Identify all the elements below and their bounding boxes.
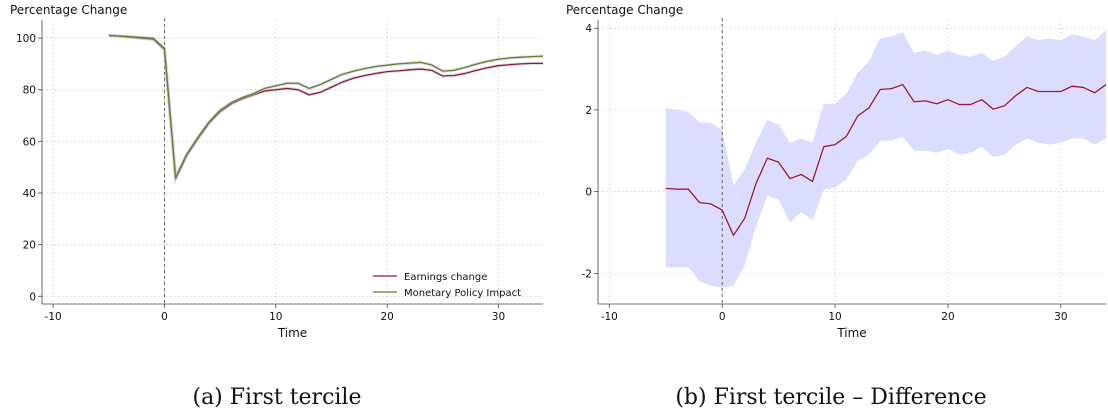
x-tick-label: -10 bbox=[45, 311, 62, 323]
x-tick-label: 10 bbox=[269, 311, 282, 323]
x-axis-title: Time bbox=[277, 326, 307, 340]
y-tick-label: -2 bbox=[582, 268, 592, 280]
caption-b: (b) First tercile – Difference bbox=[675, 385, 986, 410]
y-tick-label: 20 bbox=[23, 240, 36, 252]
y-tick-label: 0 bbox=[29, 291, 36, 303]
y-axis-title: Percentage Change bbox=[10, 3, 127, 17]
y-axis-title: Percentage Change bbox=[566, 3, 683, 17]
x-tick-label: 20 bbox=[380, 311, 393, 323]
caption-a: (a) First tercile bbox=[192, 385, 361, 410]
y-tick-label: 60 bbox=[23, 136, 36, 148]
series-line-monetary-policy-impact bbox=[108, 34, 544, 179]
chart-first-tercile: 0 20 40 60 80 100 -10 0 10 20 30 Percentage Change T… bbox=[10, 3, 544, 340]
x-axis-title: Time bbox=[836, 326, 866, 340]
x-tick-label: 30 bbox=[1054, 311, 1067, 323]
x-tick-label: 30 bbox=[492, 311, 505, 323]
x-tick-label: 10 bbox=[828, 311, 841, 323]
y-tick-label: 40 bbox=[23, 188, 36, 200]
x-tick-label: -10 bbox=[601, 311, 618, 323]
x-tick-label: 20 bbox=[941, 311, 954, 323]
legend-label: Monetary Policy Impact bbox=[404, 288, 521, 299]
series-line-difference bbox=[665, 83, 1107, 236]
y-tick-label: 100 bbox=[16, 33, 36, 45]
x-tick-label: 0 bbox=[161, 311, 168, 323]
y-tick-label: 2 bbox=[585, 105, 592, 117]
x-tick-label: 0 bbox=[719, 311, 726, 323]
chart-first-tercile-difference: -2 0 2 4 -10 0 10 20 30 Percentage Change Time bbox=[566, 3, 1107, 340]
confidence-band bbox=[665, 30, 1106, 288]
y-tick-label: 80 bbox=[23, 85, 36, 97]
legend-label: Earnings change bbox=[404, 272, 487, 283]
y-tick-label: 4 bbox=[585, 23, 592, 35]
y-tick-label: 0 bbox=[585, 187, 592, 199]
